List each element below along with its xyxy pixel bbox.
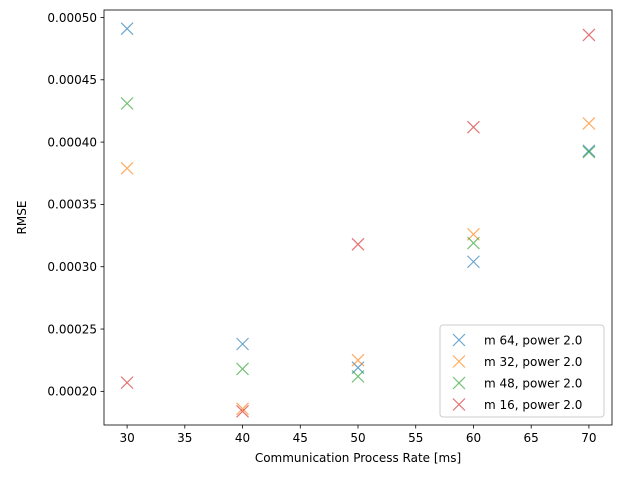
- x-tick-label: 65: [524, 431, 539, 445]
- data-point: [582, 145, 596, 159]
- data-point: [120, 97, 134, 110]
- y-axis-label: RMSE: [15, 201, 29, 235]
- legend-marker: [452, 333, 466, 347]
- data-point: [351, 369, 365, 383]
- data-marks: [120, 22, 596, 418]
- y-tick-label: 0.00040: [47, 135, 97, 149]
- data-point: [236, 362, 249, 376]
- data-point: [582, 28, 596, 42]
- x-tick-label: 70: [581, 431, 596, 445]
- legend-label: m 16, power 2.0: [484, 398, 582, 412]
- y-tick-label: 0.00035: [47, 198, 97, 212]
- y-tick-label: 0.00050: [47, 11, 97, 25]
- x-tick-label: 30: [119, 431, 134, 445]
- legend-marker: [452, 355, 466, 368]
- data-point: [236, 402, 249, 416]
- y-tick-label: 0.00020: [47, 385, 97, 399]
- x-axis-ticks: 30 35 40 45 50 55 60 65 70: [119, 425, 597, 445]
- x-tick-label: 50: [350, 431, 365, 445]
- data-point: [351, 353, 365, 367]
- y-axis-ticks: 0.00020 0.00025 0.00030 0.00035 0.00040 0.000…: [47, 11, 104, 399]
- legend-label: m 32, power 2.0: [484, 355, 582, 369]
- data-point: [582, 116, 596, 130]
- data-point: [467, 120, 480, 134]
- legend-marker: [452, 398, 466, 411]
- y-tick-label: 0.00045: [47, 73, 97, 87]
- data-point: [236, 404, 249, 418]
- data-point: [582, 144, 596, 158]
- x-tick-label: 55: [408, 431, 423, 445]
- x-tick-label: 60: [466, 431, 481, 445]
- data-point: [467, 236, 480, 250]
- x-tick-label: 45: [293, 431, 308, 445]
- legend-label: m 64, power 2.0: [484, 333, 582, 347]
- legend-box: [439, 324, 605, 418]
- data-point: [120, 376, 134, 390]
- x-tick-label: 35: [177, 431, 192, 445]
- x-tick-label: 40: [235, 431, 250, 445]
- data-point: [120, 22, 134, 36]
- data-point: [467, 255, 480, 269]
- y-tick-label: 0.00025: [47, 322, 97, 336]
- y-tick-label: 0.00030: [47, 260, 97, 274]
- data-point: [236, 337, 249, 351]
- legend-marker: [452, 376, 466, 390]
- data-point: [120, 161, 134, 175]
- data-point: [351, 237, 365, 251]
- legend: m 64, power 2.0 m 32, power 2.0 m 48, powe…: [439, 324, 605, 418]
- legend-label: m 48, power 2.0: [484, 376, 582, 390]
- x-axis-label: Communication Process Rate [ms]: [255, 451, 461, 465]
